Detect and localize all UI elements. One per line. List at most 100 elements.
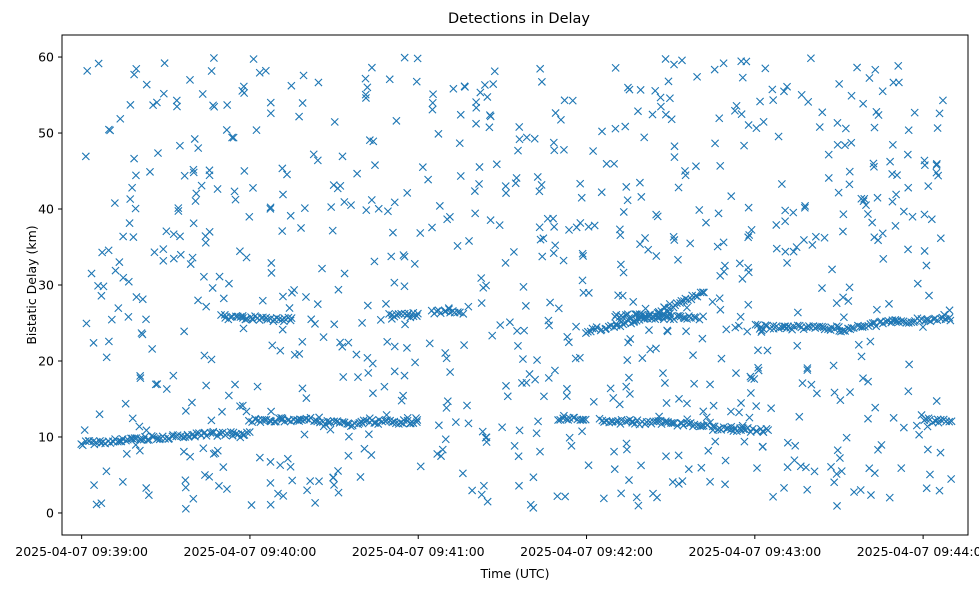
detection-marker [228,133,237,142]
detection-marker [374,204,383,213]
detection-marker [213,446,222,455]
detection-marker [428,223,436,232]
detection-marker [299,71,308,80]
detection-marker [181,483,190,492]
detection-marker [168,432,177,441]
detection-marker [255,68,264,77]
detection-marker [278,292,287,301]
detection-marker [529,473,538,482]
detection-marker [479,481,488,490]
detection-marker [278,227,287,236]
detection-marker [240,166,249,175]
detection-marker [267,268,276,277]
detection-marker [465,236,474,245]
detection-marker [874,236,883,245]
detection-marker [612,319,621,328]
detection-marker [214,481,223,490]
detection-marker [387,314,396,323]
detection-marker [132,293,141,302]
detection-marker [616,260,625,269]
detection-marker [383,337,392,346]
detection-marker [149,101,158,110]
detection-marker [845,167,854,176]
detection-marker [629,297,638,306]
detection-marker [390,367,399,376]
detection-marker [740,141,749,150]
detection-marker [637,192,646,201]
detection-marker [710,65,719,74]
detection-marker [456,172,465,180]
detection-marker [486,216,495,225]
detection-marker [693,292,702,301]
detection-marker [744,233,753,242]
detection-marker [632,316,641,325]
detection-marker [746,372,755,381]
detection-marker [689,351,697,360]
detection-marker [932,159,941,168]
detection-marker [735,259,744,268]
detection-marker [202,302,211,311]
detection-marker [702,413,711,422]
detection-marker [83,66,92,75]
detection-marker [559,414,568,423]
detection-marker [649,489,657,498]
detection-marker [453,241,462,250]
detection-marker [97,291,106,300]
detection-marker [772,244,781,253]
detection-marker [188,253,197,262]
detection-marker [936,448,945,457]
detection-marker [326,425,335,434]
detection-marker [711,139,720,148]
y-tick-label: 10 [38,429,54,444]
detection-marker [578,249,587,258]
detection-marker [658,369,667,378]
detection-marker [245,212,254,221]
detection-marker [623,196,632,205]
detection-marker [428,98,437,107]
detection-marker [683,415,692,424]
detection-marker [936,415,945,424]
detection-marker [793,341,802,350]
detection-marker [866,337,875,346]
detection-marker [715,114,724,123]
detection-marker [520,326,529,335]
detection-marker [839,313,848,322]
detection-marker [190,134,199,143]
detection-marker [675,394,683,403]
detection-marker [945,306,954,315]
detection-marker [885,493,894,502]
detection-marker [711,437,720,446]
detection-marker [370,257,379,266]
detection-marker [472,103,481,112]
detection-marker [222,485,231,493]
detection-marker [853,63,862,72]
detection-marker [223,101,232,109]
detection-marker [385,75,394,84]
detection-marker [538,252,547,261]
detection-marker [459,309,468,318]
detection-marker [106,126,115,135]
detection-marker [131,171,140,180]
detection-marker [78,441,87,450]
detection-marker [456,110,465,119]
detection-marker [340,269,349,278]
detection-marker [224,391,233,400]
detection-marker [774,132,783,141]
detection-marker [98,248,107,257]
detection-marker [920,156,929,165]
detection-marker [298,384,307,393]
detection-marker [89,338,98,347]
detection-marker [783,258,792,267]
detection-marker [660,378,669,387]
detection-marker [263,315,272,324]
detection-marker [258,313,267,322]
detection-marker [622,382,631,391]
detection-marker [664,77,673,86]
detection-marker [131,440,140,449]
detection-marker [248,183,257,192]
detection-marker [838,227,847,236]
y-axis-ticks: 0 10 20 30 40 50 60 [38,50,62,520]
detection-marker [634,501,643,510]
detection-marker [468,486,477,495]
detection-marker [886,157,895,166]
